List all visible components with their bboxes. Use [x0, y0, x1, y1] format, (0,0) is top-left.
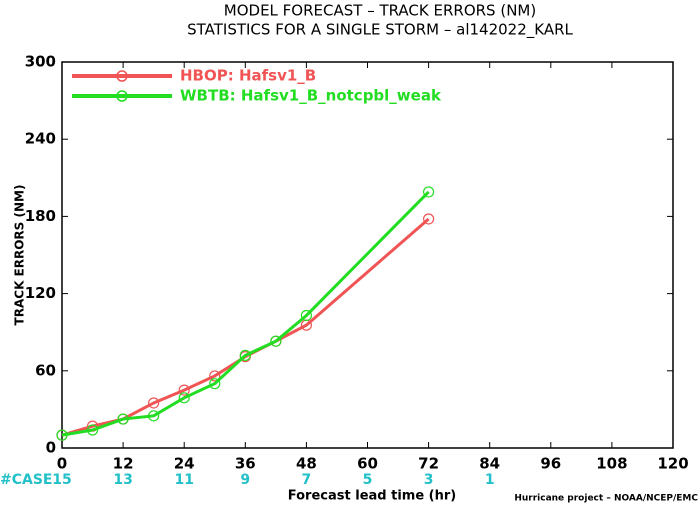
x-tick-label: 96 — [540, 455, 561, 473]
case-count: 15 — [52, 472, 71, 488]
x-tick-label: 72 — [418, 455, 439, 473]
x-tick-label: 120 — [657, 455, 688, 473]
legend-label: WBTB: Hafsv1_B_notcpbl_weak — [180, 87, 442, 105]
x-tick-label: 0 — [57, 455, 67, 473]
case-count: 1 — [485, 472, 495, 488]
y-tick-label: 120 — [25, 284, 56, 302]
point-marker — [86, 424, 99, 436]
y-tick-label: 60 — [35, 361, 56, 379]
x-tick-label: 60 — [357, 455, 378, 473]
point-marker — [270, 335, 282, 347]
case-count: 3 — [424, 472, 434, 488]
case-label: #CASE — [0, 472, 53, 488]
point-marker — [117, 413, 129, 425]
x-tick-label: 108 — [596, 455, 627, 473]
y-tick-label: 240 — [25, 130, 56, 148]
case-count: 5 — [363, 472, 373, 488]
point-marker — [209, 378, 221, 390]
x-axis-label: Forecast lead time (hr) — [288, 489, 456, 504]
point-marker — [423, 213, 435, 225]
point-marker — [209, 370, 221, 382]
series-line — [61, 217, 430, 437]
x-tick-label: 36 — [235, 455, 256, 473]
point-marker — [239, 349, 251, 361]
case-count: 7 — [302, 472, 312, 488]
point-marker — [178, 392, 190, 404]
point-marker — [148, 410, 160, 422]
chart-subtitle: STATISTICS FOR A SINGLE STORM – al142022… — [187, 21, 573, 40]
point-marker — [178, 384, 190, 396]
footer: Hurricane project – NOAA/NCEP/EMC — [514, 494, 698, 504]
case-count: 9 — [240, 472, 250, 488]
y-axis-label: TRACK ERRORS (NM) — [13, 185, 27, 326]
x-tick-label: 12 — [113, 455, 134, 473]
point-marker — [423, 186, 435, 198]
case-count: 11 — [174, 472, 193, 488]
chart-title: MODEL FORECAST – TRACK ERRORS (NM) — [224, 2, 536, 20]
point-marker — [148, 397, 160, 409]
y-tick-label: 300 — [25, 53, 56, 71]
x-tick-label: 48 — [296, 455, 317, 473]
y-tick-label: 180 — [25, 207, 56, 225]
legend-label: HBOP: Hafsv1_B — [180, 67, 316, 85]
case-count: 13 — [113, 472, 132, 488]
legend-marker — [116, 70, 128, 82]
y-tick-label: 0 — [46, 439, 56, 457]
x-tick-label: 24 — [174, 455, 195, 473]
point-marker — [300, 309, 312, 322]
x-tick-label: 84 — [479, 455, 500, 473]
series-line — [61, 190, 430, 437]
legend-marker — [116, 90, 128, 102]
point-marker — [56, 429, 68, 441]
